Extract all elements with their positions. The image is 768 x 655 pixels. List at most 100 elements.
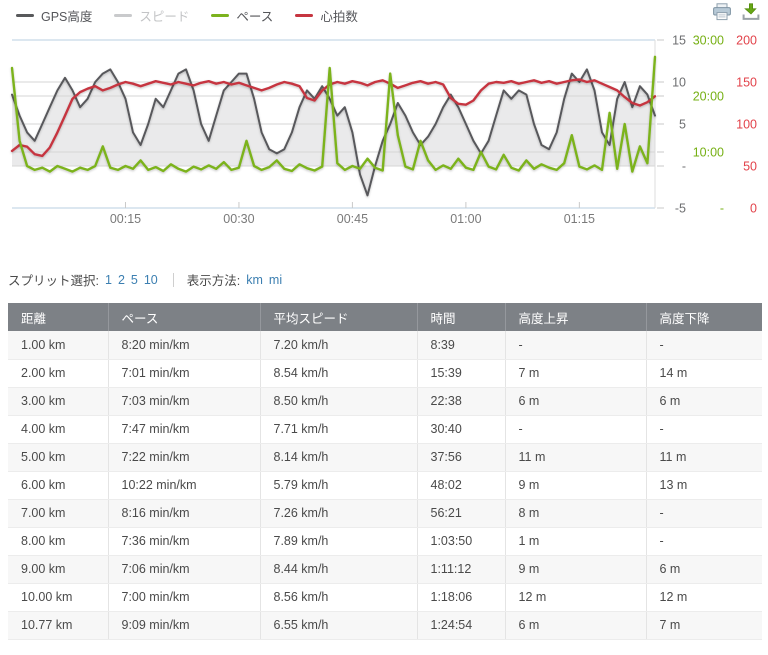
column-header-avg-speed: 平均スピード <box>260 303 418 331</box>
cell-elevation-gain: 6 m <box>505 387 647 416</box>
legend-label: スピード <box>139 10 190 24</box>
cell-elevation-gain: 7 m <box>505 359 647 388</box>
cell-time: 22:38 <box>417 387 506 416</box>
y-axis-label-elevation: 15 <box>672 34 686 48</box>
cell-elevation-gain: 9 m <box>505 555 647 584</box>
cell-pace: 7:36 min/km <box>108 527 261 556</box>
series-line-pace <box>10 55 657 173</box>
cell-elevation-loss: - <box>646 331 762 360</box>
cell-elevation-loss: 14 m <box>646 359 762 388</box>
cell-distance: 10.77 km <box>8 611 109 640</box>
download-icon <box>742 3 760 20</box>
x-tick-label: 00:15 <box>110 212 141 226</box>
split-option-10[interactable]: 10 <box>143 272 158 287</box>
legend-item-heart-rate[interactable]: 心拍数 <box>295 6 358 25</box>
print-button[interactable] <box>711 2 733 22</box>
cell-pace: 8:20 min/km <box>108 331 261 360</box>
cell-distance: 3.00 km <box>8 387 109 416</box>
y-axis-label-elevation: 5 <box>679 118 686 132</box>
cell-elevation-loss: 11 m <box>646 443 762 472</box>
table-row: 4.00 km 7:47 min/km 7.71 km/h 30:40- - <box>8 415 762 444</box>
cell-avg-speed: 8.56 km/h <box>260 583 418 612</box>
y-axis-label-heart_rate: 50 <box>743 160 757 174</box>
cell-avg-speed: 8.44 km/h <box>260 555 418 584</box>
cell-elevation-gain: 8 m <box>505 499 647 528</box>
y-axis-label-heart_rate: 100 <box>736 118 757 132</box>
table-row: 8.00 km 7:36 min/km 7.89 km/h 1:03:50 1 m- <box>8 527 762 556</box>
cell-time: 56:21 <box>417 499 506 528</box>
cell-elevation-loss: - <box>646 415 762 444</box>
table-row: 5.00 km 7:22 min/km 8.14 km/h 37:56 11 m 11 m <box>8 443 762 472</box>
legend-label: ペース <box>236 10 274 24</box>
cell-distance: 10.00 km <box>8 583 109 612</box>
column-header-distance: 距離 <box>8 303 109 331</box>
legend-label: GPS高度 <box>41 10 93 24</box>
cell-avg-speed: 6.55 km/h <box>260 611 418 640</box>
cell-elevation-loss: 13 m <box>646 471 762 500</box>
cell-time: 37:56 <box>417 443 506 472</box>
download-button[interactable] <box>740 2 762 22</box>
cell-avg-speed: 7.20 km/h <box>260 331 418 360</box>
column-header-elevation-gain: 高度上昇 <box>505 303 647 331</box>
series-line-heart_rate <box>10 78 657 158</box>
series-dash-icon <box>211 14 230 17</box>
unit-option-mi[interactable]: mi <box>268 272 283 287</box>
y-axis-label-heart_rate: 200 <box>736 34 757 48</box>
y-axis-label-pace: 20:00 <box>693 90 724 104</box>
chart-toolbar <box>711 2 762 22</box>
cell-distance: 2.00 km <box>8 359 109 388</box>
cell-time: 1:24:54 <box>417 611 506 640</box>
cell-elevation-gain: 1 m <box>505 527 647 556</box>
legend-label: 心拍数 <box>320 10 358 24</box>
cell-elevation-gain: 11 m <box>505 443 647 472</box>
legend-item-gps-elevation[interactable]: GPS高度 <box>16 6 92 25</box>
cell-pace: 7:47 min/km <box>108 415 261 444</box>
split-option-2[interactable]: 2 <box>117 272 125 287</box>
table-row: 1.00 km 8:20 min/km 7.20 km/h 8:39- - <box>8 331 762 360</box>
x-tick-label: 00:30 <box>223 212 254 226</box>
legend-item-pace[interactable]: ペース <box>211 6 273 25</box>
unit-option-km[interactable]: km <box>246 272 263 287</box>
cell-time: 1:03:50 <box>417 527 506 556</box>
cell-time: 1:11:12 <box>417 555 506 584</box>
cell-avg-speed: 8.14 km/h <box>260 443 418 472</box>
x-tick-label: 01:15 <box>564 212 595 226</box>
cell-distance: 4.00 km <box>8 415 109 444</box>
y-axis-label-elevation: - <box>682 160 686 174</box>
y-axis-label-heart_rate: 0 <box>750 202 757 216</box>
cell-pace: 7:22 min/km <box>108 443 261 472</box>
split-option-5[interactable]: 5 <box>130 272 138 287</box>
cell-time: 1:18:06 <box>417 583 506 612</box>
cell-avg-speed: 7.89 km/h <box>260 527 418 556</box>
cell-pace: 7:06 min/km <box>108 555 261 584</box>
series-dash-icon <box>16 14 34 17</box>
y-axis-label-elevation: 10 <box>672 76 686 90</box>
cell-avg-speed: 7.26 km/h <box>260 499 418 528</box>
x-tick-label: 00:45 <box>337 212 368 226</box>
cell-elevation-gain: - <box>505 415 647 444</box>
y-axis-label-pace: - <box>720 202 724 216</box>
column-header-pace: ペース <box>108 303 261 331</box>
cell-distance: 7.00 km <box>8 499 109 528</box>
cell-time: 48:02 <box>417 471 506 500</box>
cell-time: 15:39 <box>417 359 506 388</box>
split-option-1[interactable]: 1 <box>104 272 112 287</box>
cell-elevation-gain: 12 m <box>505 583 647 612</box>
activity-chart[interactable]: 00:15 00:30 00:45 01:00 01:15 15 10 5 - -5 30:00 20… <box>0 0 768 236</box>
cell-elevation-loss: - <box>646 527 762 556</box>
cell-elevation-gain: - <box>505 331 647 360</box>
cell-elevation-gain: 9 m <box>505 471 647 500</box>
cell-pace: 9:09 min/km <box>108 611 261 640</box>
cell-avg-speed: 5.79 km/h <box>260 471 418 500</box>
y-axis-label-heart_rate: 150 <box>736 76 757 90</box>
printer-icon <box>713 3 731 21</box>
cell-distance: 8.00 km <box>8 527 109 556</box>
cell-elevation-loss: 6 m <box>646 555 762 584</box>
cell-elevation-loss: - <box>646 499 762 528</box>
x-tick-label: 01:00 <box>450 212 481 226</box>
legend-item-speed[interactable]: スピード <box>114 6 189 25</box>
